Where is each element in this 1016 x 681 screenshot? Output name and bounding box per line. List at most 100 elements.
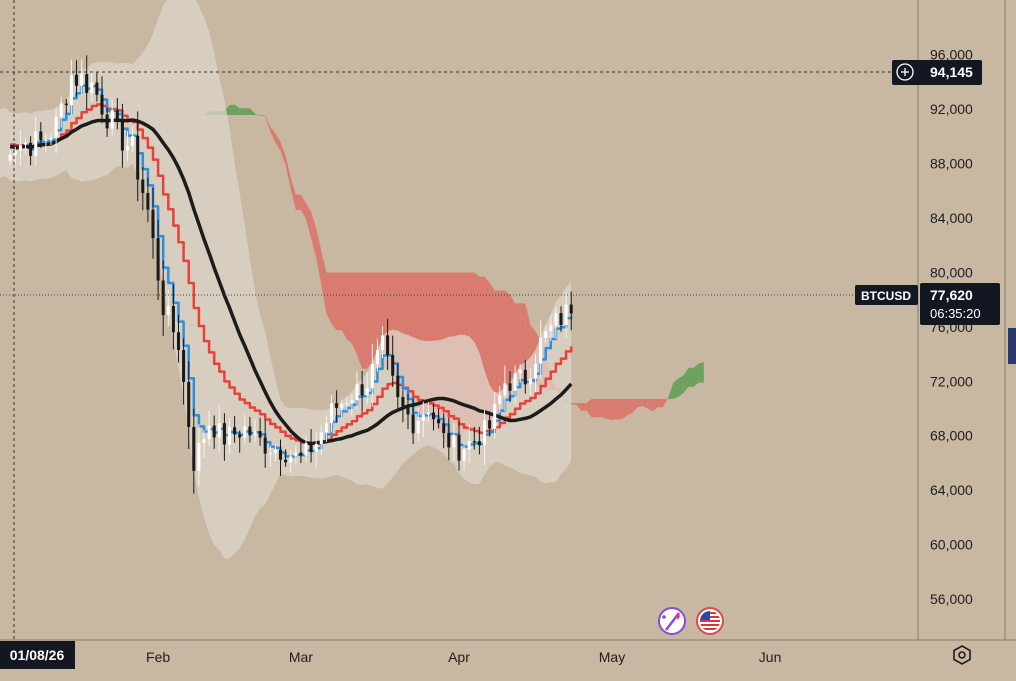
price-tick-7: 68,000	[930, 428, 973, 444]
cloud-segment	[586, 398, 592, 418]
cloud-segment	[255, 113, 261, 116]
candle-body	[258, 431, 262, 438]
cloud-segment	[265, 114, 271, 132]
candle-body	[39, 131, 43, 141]
candle-body	[569, 304, 573, 314]
cloud-segment	[249, 108, 255, 115]
candle-body	[544, 331, 548, 338]
candle-body	[564, 304, 568, 326]
add-alert-icon[interactable]	[896, 63, 914, 81]
cloud-segment	[581, 403, 587, 411]
candle-body	[289, 456, 293, 463]
candle-body	[233, 427, 237, 435]
cloud-segment	[362, 272, 368, 369]
candle-body	[309, 443, 313, 452]
cloud-segment	[647, 398, 653, 412]
candle-body	[64, 103, 68, 106]
candle-body	[151, 209, 155, 239]
candle-body	[416, 420, 420, 434]
candle-body	[482, 420, 487, 446]
candle-body	[238, 434, 242, 438]
countdown-text: 06:35:20	[930, 306, 981, 321]
cloud-segment	[591, 398, 597, 418]
candle-body	[304, 443, 308, 456]
cloud-segment	[617, 398, 623, 420]
candle-body	[13, 150, 17, 155]
time-axis[interactable]: Feb Mar Apr May Jun	[146, 649, 781, 665]
candle-body	[202, 439, 206, 444]
time-tick-jun: Jun	[759, 649, 782, 665]
candle-body	[29, 142, 33, 156]
candle-body	[396, 375, 400, 398]
candle-body	[513, 373, 517, 391]
candle-body	[80, 74, 84, 86]
candle-body	[156, 238, 160, 281]
candle-body	[161, 280, 165, 316]
candle-body	[335, 403, 339, 408]
cloud-segment	[260, 114, 266, 116]
candle-body	[523, 369, 527, 385]
candle-body	[329, 403, 334, 424]
cloud-segment	[306, 203, 312, 239]
candle-body	[131, 135, 135, 147]
cloud-segment	[290, 177, 296, 211]
crosshair-price-text: 94,145	[930, 64, 973, 80]
cloud-segment	[244, 108, 250, 115]
cloud-segment	[663, 397, 669, 408]
cloud-segment	[275, 133, 281, 151]
candle-body	[299, 452, 303, 456]
candle-body	[90, 82, 94, 93]
candle-body	[375, 350, 379, 365]
candle-body	[467, 441, 471, 450]
candle-body	[212, 425, 216, 438]
candle-body	[380, 335, 385, 351]
candle-body	[18, 144, 22, 151]
crosshair-date-label: 01/08/26	[0, 641, 75, 669]
candle-body	[120, 119, 124, 151]
candle-body	[69, 74, 73, 106]
candle-body	[8, 154, 12, 161]
price-axis[interactable]: 96,00092,00088,00084,00080,00076,00072,0…	[930, 46, 973, 607]
candle-body	[360, 384, 364, 396]
candle-body	[340, 403, 344, 408]
candle-body	[263, 437, 267, 454]
cloud-segment	[688, 367, 694, 387]
cloud-segment	[668, 382, 674, 399]
us-flag-icon[interactable]	[696, 607, 724, 635]
candle-body	[23, 142, 28, 145]
candle-body	[192, 427, 196, 471]
candle-body	[324, 423, 328, 433]
candle-body	[431, 412, 436, 420]
candle-body	[110, 110, 114, 129]
price-tick-8: 64,000	[930, 482, 973, 498]
candle-body	[294, 452, 298, 457]
cloud-segment	[673, 378, 679, 399]
spark-icon[interactable]	[658, 607, 686, 635]
candle-body	[391, 355, 395, 376]
cloud-segment	[683, 367, 689, 394]
cloud-segment	[601, 398, 607, 419]
cloud-segment	[489, 282, 495, 419]
cloud-segment	[357, 272, 363, 369]
cloud-segment	[316, 228, 322, 285]
candle-body	[457, 435, 461, 461]
candle-body	[187, 381, 191, 428]
cloud-segment	[280, 141, 286, 166]
price-tick-4: 80,000	[930, 264, 973, 280]
candle-body	[493, 403, 497, 429]
candle-body	[141, 179, 145, 194]
candle-body	[508, 383, 512, 391]
cloud-segment	[612, 398, 618, 420]
candle-body	[426, 412, 430, 415]
cloud-segment	[300, 194, 306, 219]
symbol-price-label: BTCUSD 77,620 06:35:20	[855, 283, 1000, 325]
candle-body	[452, 435, 456, 448]
crosshair-date-text: 01/08/26	[10, 647, 65, 663]
cloud-segment	[693, 363, 699, 387]
cloud-segment	[499, 290, 505, 414]
cloud-segment	[504, 290, 510, 400]
candle-body	[34, 131, 38, 156]
settings-icon[interactable]	[953, 645, 971, 665]
